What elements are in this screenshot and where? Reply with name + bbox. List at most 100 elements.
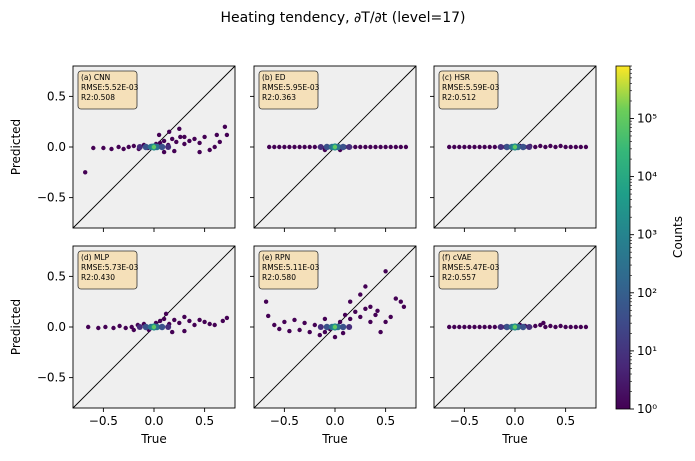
data-point <box>177 320 182 326</box>
data-point <box>472 324 477 330</box>
data-point <box>224 132 230 138</box>
density-point <box>526 324 533 330</box>
data-point <box>307 144 312 150</box>
data-point <box>378 144 383 150</box>
density-point <box>339 323 347 331</box>
data-point <box>197 140 202 146</box>
data-point <box>452 324 457 330</box>
data-point <box>109 146 114 152</box>
data-point <box>277 326 282 332</box>
data-point <box>187 318 192 324</box>
data-point <box>340 330 346 336</box>
density-point <box>323 323 331 331</box>
colorbar-tick-label: 10² <box>637 286 657 300</box>
density-point <box>497 324 504 330</box>
data-point <box>401 304 407 309</box>
y-tick-label: 0.5 <box>47 269 66 283</box>
x-tick-label: 0.0 <box>505 414 524 428</box>
colorbar-gradient <box>615 65 631 410</box>
data-point <box>202 319 207 325</box>
data-point <box>302 320 307 326</box>
data-point <box>578 324 583 330</box>
data-point <box>131 327 136 333</box>
data-point <box>563 144 568 150</box>
y-axis-label: Predicted <box>9 299 23 355</box>
data-point <box>207 147 212 153</box>
data-point <box>358 314 363 320</box>
data-point <box>172 148 177 154</box>
data-point <box>197 149 202 155</box>
data-point <box>187 138 192 144</box>
data-point <box>467 324 472 330</box>
data-point <box>393 296 398 301</box>
data-point <box>538 143 543 149</box>
data-point <box>91 145 96 151</box>
data-point <box>487 324 492 330</box>
density-point <box>323 143 331 151</box>
data-point <box>287 144 292 150</box>
data-point <box>182 134 187 140</box>
data-point <box>161 316 167 322</box>
data-point <box>583 144 589 150</box>
data-point <box>487 144 492 150</box>
annotation-box <box>438 250 499 290</box>
data-point <box>538 322 543 328</box>
data-point <box>363 306 368 311</box>
data-point <box>177 126 182 131</box>
data-point <box>447 144 452 150</box>
data-point <box>383 269 388 274</box>
data-point <box>86 324 91 330</box>
data-point <box>83 170 88 175</box>
colorbar-tick-label: 10⁴ <box>637 170 657 184</box>
data-point <box>583 324 589 330</box>
data-point <box>111 325 116 331</box>
data-point <box>287 328 292 334</box>
x-tick-label: 0.0 <box>144 414 163 428</box>
data-point <box>322 316 328 322</box>
annotation-box <box>77 70 138 110</box>
data-point <box>548 323 553 329</box>
data-point <box>126 144 131 150</box>
y-tick-label: 0.5 <box>47 89 66 103</box>
data-point <box>214 132 219 138</box>
density-point <box>503 143 511 151</box>
x-tick-label: −0.5 <box>450 414 479 428</box>
data-point <box>103 324 108 330</box>
data-point <box>368 319 373 325</box>
annotation-box <box>258 250 319 290</box>
density-point <box>346 324 353 330</box>
data-point <box>123 325 128 331</box>
data-point <box>131 143 136 149</box>
data-point <box>492 144 497 150</box>
data-point <box>348 316 353 322</box>
data-point <box>368 144 373 150</box>
x-axis-label: True <box>321 432 348 446</box>
data-point <box>373 312 378 318</box>
data-point <box>573 144 578 150</box>
data-point <box>182 141 187 147</box>
data-point <box>452 144 457 150</box>
density-point <box>136 144 143 150</box>
density-peak-point <box>332 324 338 330</box>
data-point <box>373 144 378 150</box>
data-point <box>224 315 230 321</box>
density-point <box>165 144 172 150</box>
data-point <box>312 144 317 150</box>
density-peak-point <box>332 144 338 150</box>
density-point <box>142 323 150 331</box>
data-point <box>172 317 177 323</box>
annotation-line: (a) CNN <box>81 73 110 82</box>
data-point <box>192 136 197 142</box>
data-point <box>197 317 202 323</box>
data-point <box>272 144 277 150</box>
data-point <box>272 322 277 328</box>
data-point <box>312 322 317 328</box>
data-point <box>353 144 358 150</box>
y-tick-label: 0.0 <box>47 140 66 154</box>
data-point <box>568 144 573 150</box>
data-point <box>348 299 353 304</box>
data-point <box>156 132 162 138</box>
